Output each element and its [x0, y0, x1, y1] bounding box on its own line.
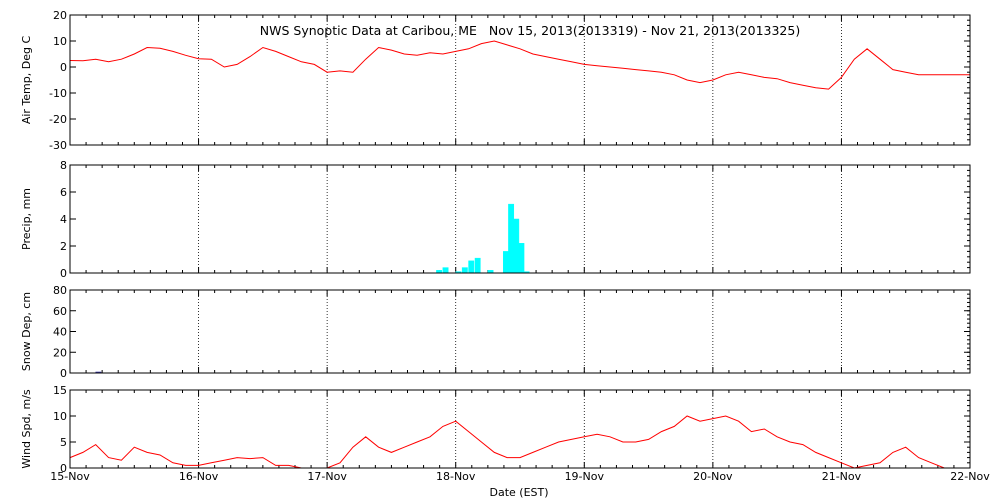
panel-frame	[69, 14, 971, 146]
y-tick-label: 4	[60, 213, 67, 226]
y-tick-label: 10	[53, 35, 67, 48]
x-tick-label: 19-Nov	[565, 470, 605, 483]
y-tick-label: 2	[60, 240, 67, 253]
y-tick-label: 20	[53, 346, 67, 359]
x-tick-label: 18-Nov	[436, 470, 476, 483]
y-tick-label: 40	[53, 326, 67, 339]
x-tick-label: 15-Nov	[50, 470, 90, 483]
x-tick-label: 17-Nov	[307, 470, 347, 483]
bar	[513, 218, 520, 274]
panel-4: 0 5 10 15 Wind Spd, m/s	[20, 384, 971, 475]
panel-frame	[69, 389, 971, 469]
y-tick-label: 20	[53, 9, 67, 22]
y-axis-label: Snow Dep, cm	[20, 292, 33, 371]
bar	[468, 260, 475, 274]
y-tick-label: -10	[49, 87, 67, 100]
y-tick-label: 80	[53, 284, 67, 297]
y-tick-label: 0	[60, 61, 67, 74]
x-tick-label: 16-Nov	[179, 470, 219, 483]
y-tick-label: 0	[60, 367, 67, 380]
bar	[474, 257, 481, 274]
y-tick-label: 10	[53, 410, 67, 423]
panel-frame	[69, 289, 971, 374]
x-tick-label: 21-Nov	[822, 470, 862, 483]
y-tick-label: -30	[49, 139, 67, 152]
bar	[442, 267, 449, 274]
x-tick-label: 20-Nov	[693, 470, 733, 483]
y-tick-label: 60	[53, 305, 67, 318]
panel-1: -30 -20 -10 0 10 20 Air Temp, Deg C	[20, 9, 971, 152]
panel-3: 0 20 40 60 80 Snow Dep, cm	[20, 284, 971, 380]
y-axis-label: Precip, mm	[20, 188, 33, 250]
series-line	[69, 415, 970, 469]
panel-2: 0 2 4 6 8 Precip, mm	[20, 159, 971, 280]
panel-frame	[69, 164, 971, 274]
chart-panels: -30 -20 -10 0 10 20 Air Temp, Deg C 0 2 4 6 8 Precip…	[20, 9, 990, 483]
y-tick-label: 8	[60, 159, 67, 172]
bar	[461, 267, 468, 274]
y-tick-label: -20	[49, 113, 67, 126]
y-tick-label: 15	[53, 384, 67, 397]
x-tick-label: 22-Nov	[950, 470, 990, 483]
y-tick-label: 0	[60, 462, 67, 475]
bar	[508, 203, 515, 274]
y-axis-label: Wind Spd, m/s	[20, 389, 33, 469]
series-line	[69, 40, 970, 90]
y-tick-label: 5	[60, 436, 67, 449]
bar	[518, 243, 525, 274]
y-tick-label: 0	[60, 267, 67, 280]
bar	[503, 251, 509, 274]
y-axis-label: Air Temp, Deg C	[20, 36, 33, 125]
x-axis-label: Date (EST)	[489, 486, 548, 499]
chart-title: NWS Synoptic Data at Caribou, ME Nov 15,…	[260, 23, 800, 38]
y-tick-label: 6	[60, 186, 67, 199]
